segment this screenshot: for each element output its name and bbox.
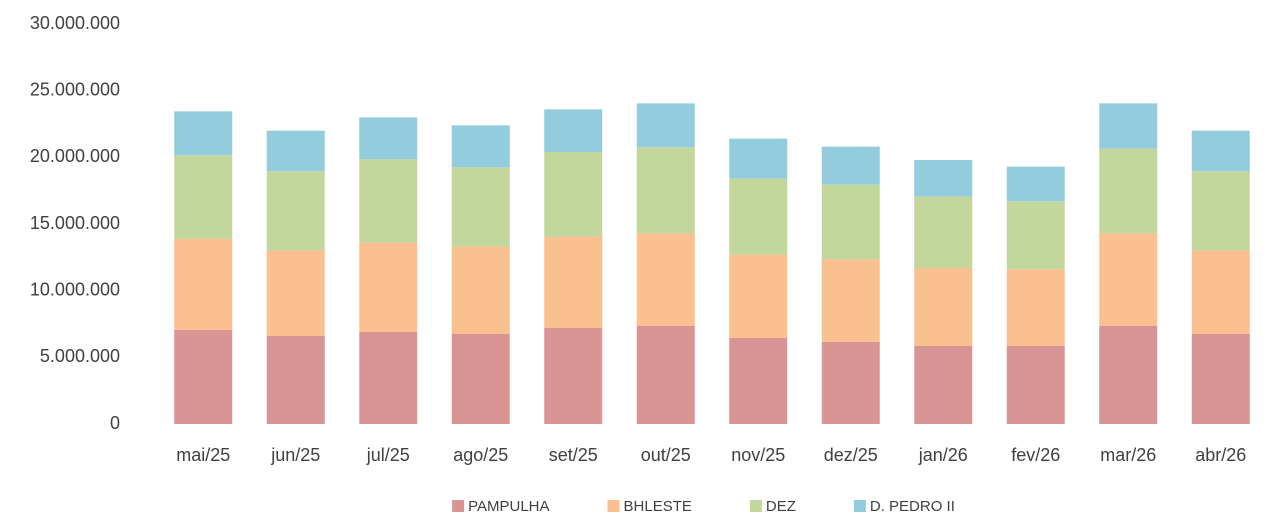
x-tick-label: jun/25 xyxy=(270,445,320,465)
bar-segment xyxy=(729,178,788,255)
bar-segment xyxy=(359,242,418,332)
x-tick-label: ago/25 xyxy=(453,445,508,465)
y-tick-label: 30.000.000 xyxy=(30,13,120,33)
bar-segment xyxy=(1191,171,1250,251)
y-tick-label: 25.000.000 xyxy=(30,79,120,99)
bar-segment xyxy=(729,254,788,338)
y-tick-label: 0 xyxy=(110,413,120,433)
bar-segment xyxy=(636,326,695,424)
bar-segment xyxy=(1191,130,1250,172)
bar-segment xyxy=(174,238,233,330)
legend-swatch xyxy=(607,500,620,512)
bar-segment xyxy=(729,138,788,179)
legend-label: DEZ xyxy=(766,498,796,515)
bar-segment xyxy=(544,109,603,152)
legend-label: BHLESTE xyxy=(624,498,692,515)
legend-swatch xyxy=(452,500,465,512)
bar-segment xyxy=(914,346,973,424)
bar-segment xyxy=(174,329,233,424)
bar-segment xyxy=(1006,166,1065,202)
x-tick-label: fev/26 xyxy=(1011,445,1060,465)
bar-segment xyxy=(544,152,603,237)
legend-swatch xyxy=(749,500,762,512)
x-tick-label: jan/26 xyxy=(918,445,968,465)
legend-label: PAMPULHA xyxy=(468,498,549,515)
bar-segment xyxy=(636,103,695,148)
bar-segment xyxy=(821,259,880,342)
x-tick-label: mai/25 xyxy=(176,445,230,465)
y-tick-label: 15.000.000 xyxy=(30,213,120,233)
bar-segment xyxy=(729,338,788,424)
y-tick-label: 5.000.000 xyxy=(40,346,120,366)
legend: PAMPULHA BHLESTE DEZ D. PEDRO II xyxy=(452,498,955,515)
bar-segment xyxy=(451,246,510,334)
x-tick-label: out/25 xyxy=(641,445,691,465)
bar-segment xyxy=(821,342,880,424)
x-tick-label: set/25 xyxy=(549,445,598,465)
bar-segment xyxy=(451,334,510,424)
bar-segment xyxy=(914,160,973,197)
x-tick-label: jul/25 xyxy=(366,445,410,465)
bar-segment xyxy=(1099,103,1158,149)
bar-segment xyxy=(1006,269,1065,346)
bar-segment xyxy=(914,268,973,346)
bar-segment xyxy=(544,328,603,424)
bar-segment xyxy=(1099,233,1158,326)
y-tick-label: 10.000.000 xyxy=(30,279,120,299)
bar-segment xyxy=(1006,201,1065,270)
bar-segment xyxy=(1099,148,1158,234)
bar-segment xyxy=(1099,326,1158,424)
bar-segment xyxy=(1191,250,1250,334)
bar-segment xyxy=(359,117,418,160)
bar-segment xyxy=(451,167,510,247)
x-tick-label: dez/25 xyxy=(824,445,878,465)
bar-segment xyxy=(266,250,325,336)
bar-segment xyxy=(636,147,695,234)
y-tick-label: 20.000.000 xyxy=(30,146,120,166)
bar-segment xyxy=(174,155,233,239)
bar-segment xyxy=(821,146,880,185)
bar-segment xyxy=(544,236,603,328)
bar-segment xyxy=(174,111,233,156)
bar-segment xyxy=(266,130,325,172)
bar-segment xyxy=(359,332,418,424)
legend-swatch xyxy=(853,500,866,512)
bar-segment xyxy=(1006,346,1065,424)
bar-segment xyxy=(1191,334,1250,424)
bar-segment xyxy=(359,159,418,243)
x-tick-label: mar/26 xyxy=(1100,445,1156,465)
bar-segment xyxy=(821,184,880,260)
x-tick-label: abr/26 xyxy=(1195,445,1246,465)
bar-segment xyxy=(636,233,695,326)
bar-segment xyxy=(914,196,973,268)
bar-segment xyxy=(266,171,325,251)
x-tick-label: nov/25 xyxy=(731,445,785,465)
bar-segment xyxy=(266,336,325,424)
legend-label: D. PEDRO II xyxy=(870,498,955,515)
bar-segment xyxy=(451,125,510,168)
